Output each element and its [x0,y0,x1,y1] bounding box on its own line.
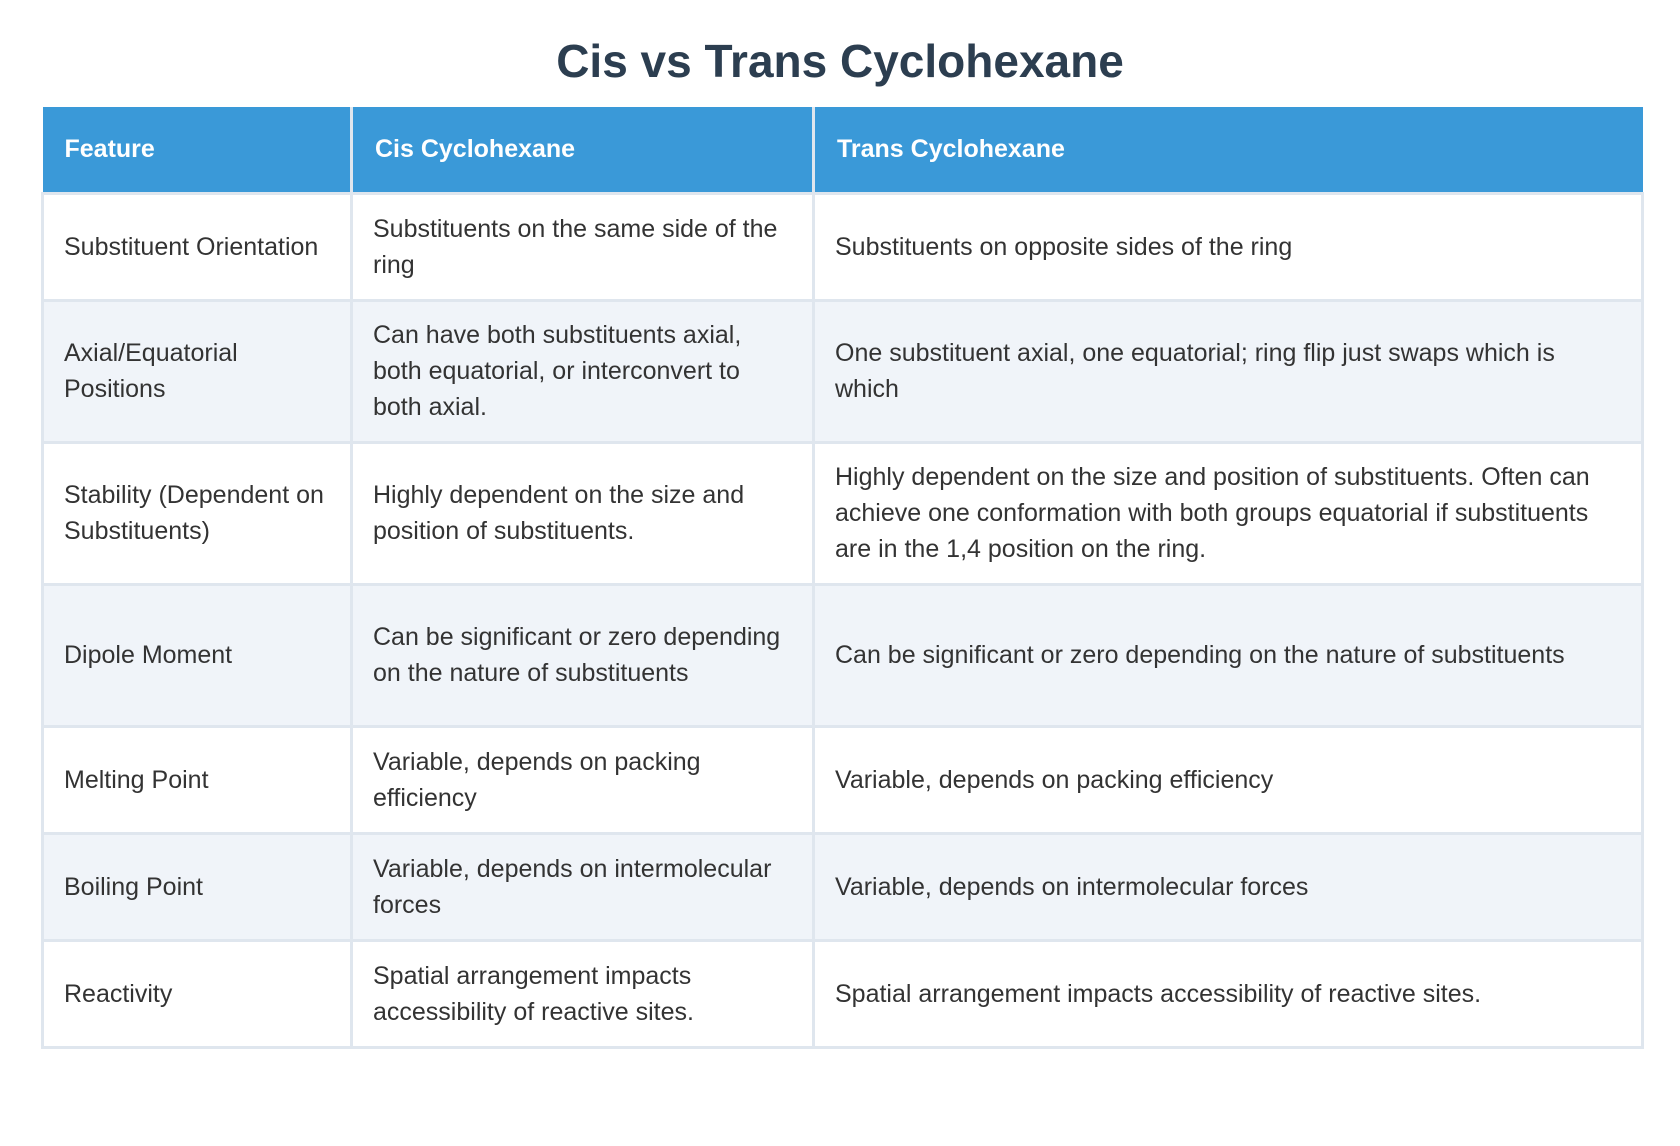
table-body: Substituent Orientation Substituents on … [41,191,1644,1049]
header-cis: Cis Cyclohexane [350,107,815,195]
trans-cell: One substituent axial, one equatorial; r… [812,298,1644,444]
cis-cell: Can be significant or zero depending on … [350,582,815,728]
trans-cell: Variable, depends on intermolecular forc… [812,831,1644,942]
trans-cell: Variable, depends on packing efficiency [812,724,1644,835]
trans-cell: Substituents on opposite sides of the ri… [812,191,1644,302]
trans-cell: Highly dependent on the size and positio… [812,440,1644,586]
feature-cell: Axial/Equatorial Positions [41,298,353,444]
feature-cell: Dipole Moment [41,582,353,728]
table-row: Stability (Dependent on Substituents) Hi… [41,440,1644,586]
feature-cell: Boiling Point [41,831,353,942]
table-header: Feature Cis Cyclohexane Trans Cyclohexan… [42,107,1643,195]
feature-cell: Reactivity [41,938,353,1049]
table-row: Reactivity Spatial arrangement impacts a… [41,938,1644,1049]
comparison-table: Feature Cis Cyclohexane Trans Cyclohexan… [41,107,1644,1049]
table-row: Axial/Equatorial Positions Can have both… [41,298,1644,444]
page-title: Cis vs Trans Cyclohexane [556,35,1124,87]
feature-cell: Substituent Orientation [41,191,353,302]
cis-cell: Spatial arrangement impacts accessibilit… [350,938,815,1049]
cis-cell: Can have both substituents axial, both e… [350,298,815,444]
trans-cell: Spatial arrangement impacts accessibilit… [812,938,1644,1049]
header-trans: Trans Cyclohexane [812,107,1643,195]
cis-cell: Variable, depends on intermolecular forc… [350,831,815,942]
cis-cell: Substituents on the same side of the rin… [350,191,815,302]
table-row: Substituent Orientation Substituents on … [41,191,1644,302]
trans-cell: Can be significant or zero depending on … [812,582,1644,728]
table-row: Boiling Point Variable, depends on inter… [41,831,1644,942]
cis-cell: Highly dependent on the size and positio… [350,440,815,586]
cis-cell: Variable, depends on packing efficiency [350,724,815,835]
header-row: Feature Cis Cyclohexane Trans Cyclohexan… [42,107,1643,195]
header-feature: Feature [42,107,353,195]
table-row: Melting Point Variable, depends on packi… [41,724,1644,835]
table-row: Dipole Moment Can be significant or zero… [41,582,1644,728]
feature-cell: Stability (Dependent on Substituents) [41,440,353,586]
feature-cell: Melting Point [41,724,353,835]
